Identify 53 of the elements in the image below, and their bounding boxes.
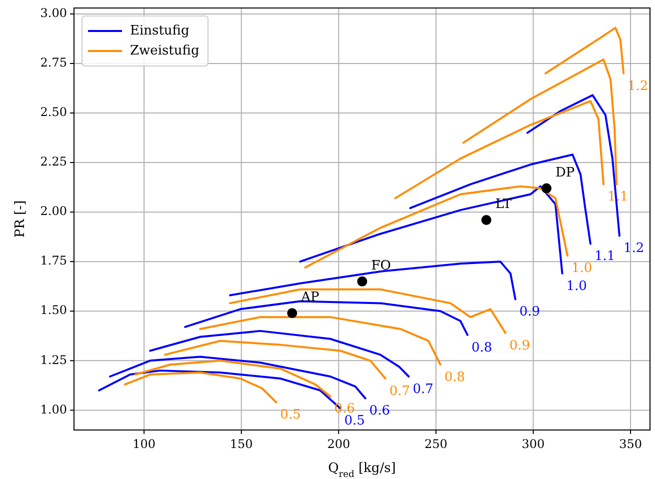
annotation: 1.2	[623, 241, 644, 256]
y-tick-label: 1.50	[40, 303, 67, 318]
annotation: 0.5	[344, 414, 365, 429]
line-series	[134, 360, 332, 398]
line-series	[124, 372, 278, 404]
y-tick-label: 2.00	[40, 204, 67, 218]
x-tick-label: 350	[619, 437, 642, 451]
annotation: 0.8	[444, 370, 466, 385]
y-tick-label: 1.00	[40, 402, 67, 416]
annotation: 0.8	[471, 340, 492, 356]
y-tick-label: 2.50	[40, 105, 67, 120]
legend-label: Einstufig	[130, 23, 190, 38]
line-series	[164, 340, 386, 380]
x-tick-label: 250	[424, 437, 448, 451]
annotation: 1.0	[566, 278, 587, 294]
x-tick-label: 200	[327, 437, 350, 451]
line-series	[409, 154, 592, 245]
line-series	[394, 100, 604, 200]
point	[357, 276, 368, 286]
x-tick-label: 100	[132, 437, 156, 451]
annotation: FO	[371, 258, 391, 274]
y-axis-title: PR [-]	[13, 200, 28, 238]
x-tick-label: 300	[522, 437, 545, 451]
line-series	[229, 288, 506, 334]
annotation: 0.9	[519, 304, 540, 320]
line-series	[229, 260, 516, 300]
y-tick-label: 2.25	[40, 154, 67, 169]
line-series	[462, 58, 618, 186]
y-tick-label: 1.75	[40, 254, 67, 268]
point	[541, 183, 552, 194]
x-tick-label: 150	[230, 437, 253, 451]
annotation: 0.7	[412, 382, 434, 397]
annotation: DP	[555, 165, 575, 180]
line-series	[199, 316, 442, 366]
annotation: LT	[495, 196, 512, 212]
point	[481, 214, 492, 225]
line-series	[184, 300, 468, 336]
legend-label: Zweistufig	[130, 43, 200, 58]
annotation: 0.9	[509, 338, 530, 354]
line-series	[544, 26, 625, 74]
x-axis-title: Q$_{red}$ [kg/s]	[328, 461, 396, 479]
y-tick-label: 3.00	[40, 6, 67, 20]
annotation: 1.1	[594, 249, 616, 264]
annotation: 0.6	[369, 404, 390, 419]
annotation: 1.0	[571, 261, 592, 276]
annotation: 1.2	[628, 78, 648, 94]
line-series	[109, 356, 366, 400]
y-tick-label: 1.25	[40, 352, 67, 367]
annotation: 0.5	[280, 408, 301, 423]
line-series	[149, 330, 410, 378]
y-tick-label: 2.75	[40, 56, 67, 70]
annotation: 0.7	[389, 384, 410, 399]
point	[287, 308, 298, 318]
